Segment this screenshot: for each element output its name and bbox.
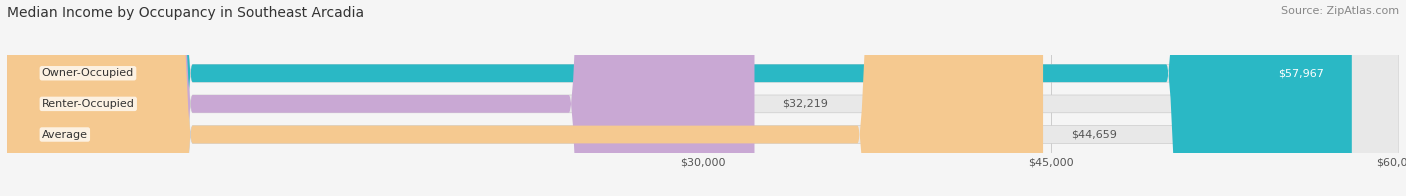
Text: $32,219: $32,219 xyxy=(782,99,828,109)
FancyBboxPatch shape xyxy=(7,0,755,196)
Text: Renter-Occupied: Renter-Occupied xyxy=(42,99,135,109)
FancyBboxPatch shape xyxy=(7,0,1399,196)
Text: Median Income by Occupancy in Southeast Arcadia: Median Income by Occupancy in Southeast … xyxy=(7,6,364,20)
Text: Average: Average xyxy=(42,130,87,140)
FancyBboxPatch shape xyxy=(7,0,1043,196)
Text: Source: ZipAtlas.com: Source: ZipAtlas.com xyxy=(1281,6,1399,16)
Text: Owner-Occupied: Owner-Occupied xyxy=(42,68,134,78)
FancyBboxPatch shape xyxy=(7,0,1351,196)
FancyBboxPatch shape xyxy=(7,0,1399,196)
Text: $57,967: $57,967 xyxy=(1278,68,1324,78)
Text: $44,659: $44,659 xyxy=(1071,130,1116,140)
FancyBboxPatch shape xyxy=(7,0,1399,196)
